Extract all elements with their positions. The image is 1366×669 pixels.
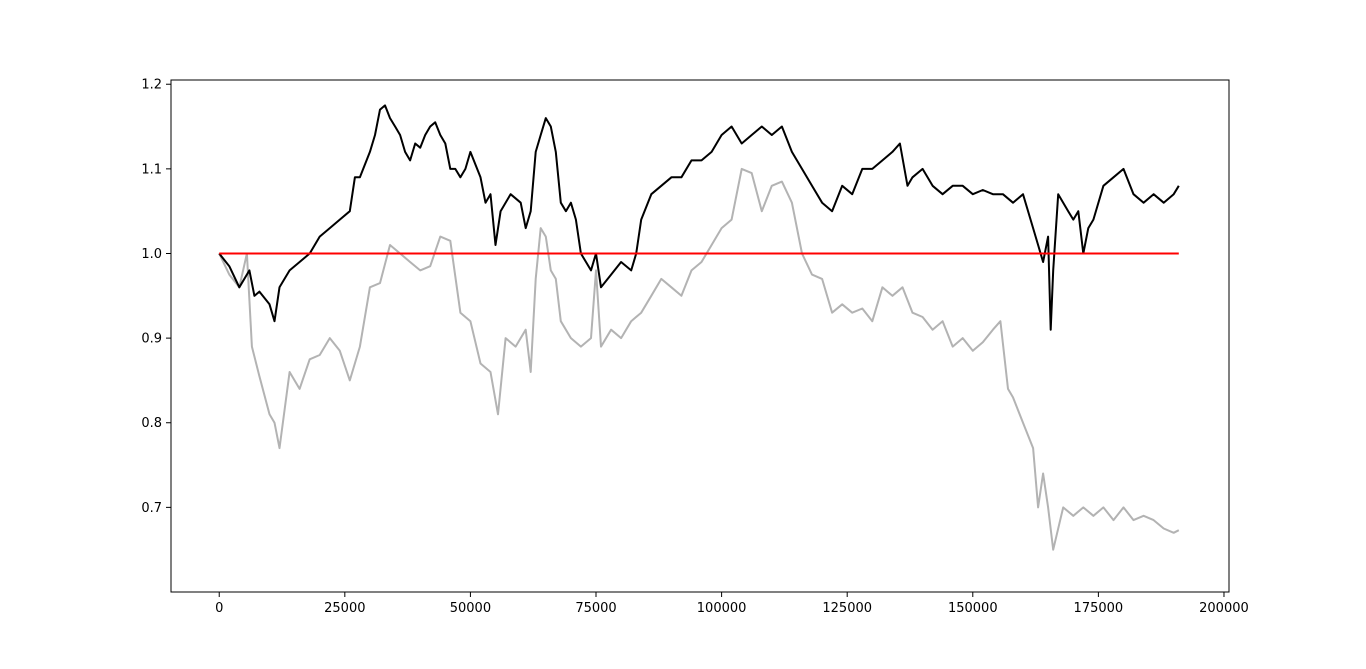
series-line-0	[218, 167, 1180, 551]
y-tick-label: 0.9	[141, 332, 162, 347]
x-tick-label: 100000	[697, 601, 747, 616]
y-tick-label: 0.8	[141, 416, 162, 431]
y-tick-label: 1.1	[141, 162, 162, 177]
x-tick-label: 175000	[1074, 601, 1124, 616]
x-tick-label: 125000	[822, 601, 872, 616]
x-tick-label: 25000	[324, 601, 365, 616]
series-line-1	[218, 104, 1180, 331]
y-tick-label: 0.7	[141, 501, 162, 516]
y-tick-label: 1.2	[141, 78, 162, 93]
x-tick-label: 0	[215, 601, 223, 616]
y-axis: 0.7 0.8 0.9 1.0 1.1 1.2	[141, 78, 171, 516]
series-layer	[218, 104, 1180, 551]
x-tick-label: 50000	[450, 601, 491, 616]
x-tick-label: 150000	[948, 601, 998, 616]
x-tick-label: 200000	[1199, 601, 1249, 616]
x-axis: 0 25000 50000 75000 100000 125000 150000 175000…	[215, 592, 1249, 616]
x-tick-label: 75000	[575, 601, 616, 616]
y-tick-label: 1.0	[141, 247, 162, 262]
plot-frame	[170, 79, 1230, 593]
